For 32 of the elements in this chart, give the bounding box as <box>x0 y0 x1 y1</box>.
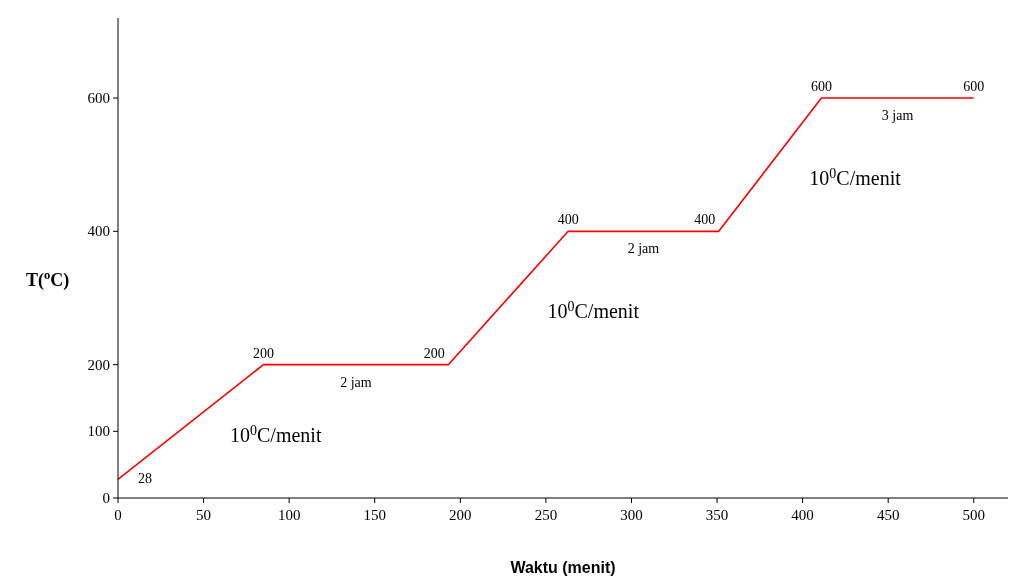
data-label: 200 <box>252 345 274 361</box>
x-tick-label: 150 <box>363 507 386 523</box>
x-axis-title: Waktu (menit) <box>510 559 616 576</box>
x-tick-label: 450 <box>876 507 900 523</box>
annotation: 2 jam <box>340 374 372 390</box>
annotation: 10$^{0}$C/menit <box>547 298 640 322</box>
data-label: 28 <box>138 471 152 487</box>
data-label: 200 <box>423 345 445 361</box>
annotation: 3 jam <box>881 108 914 123</box>
data-label: 600 <box>963 79 985 94</box>
line-series <box>117 97 975 481</box>
y-tick-label: 200 <box>87 356 110 373</box>
x-tick-label: 350 <box>705 507 729 523</box>
x-tick-label: 300 <box>620 507 643 523</box>
annotation: 10$^{0}$C/menit <box>230 422 322 446</box>
annotation: 2 jam <box>627 241 660 257</box>
y-axis-title: T($^{o}$C) <box>26 268 70 291</box>
x-tick-label: 200 <box>449 507 472 523</box>
annotation: 10$^{0}$C/menit <box>809 165 902 189</box>
y-tick-label: 100 <box>87 423 110 440</box>
data-label: 400 <box>694 212 716 228</box>
x-tick-label: 0 <box>114 507 122 523</box>
data-label: 600 <box>810 79 832 94</box>
y-tick-label: 400 <box>87 223 110 240</box>
y-tick-label: 600 <box>87 90 110 106</box>
x-tick-label: 500 <box>962 507 986 523</box>
x-tick-label: 400 <box>791 507 814 523</box>
x-tick-label: 250 <box>534 507 558 523</box>
x-tick-label: 50 <box>196 507 212 523</box>
y-tick-label: 0 <box>102 490 110 506</box>
x-tick-label: 100 <box>277 507 301 523</box>
data-label: 400 <box>557 212 579 228</box>
